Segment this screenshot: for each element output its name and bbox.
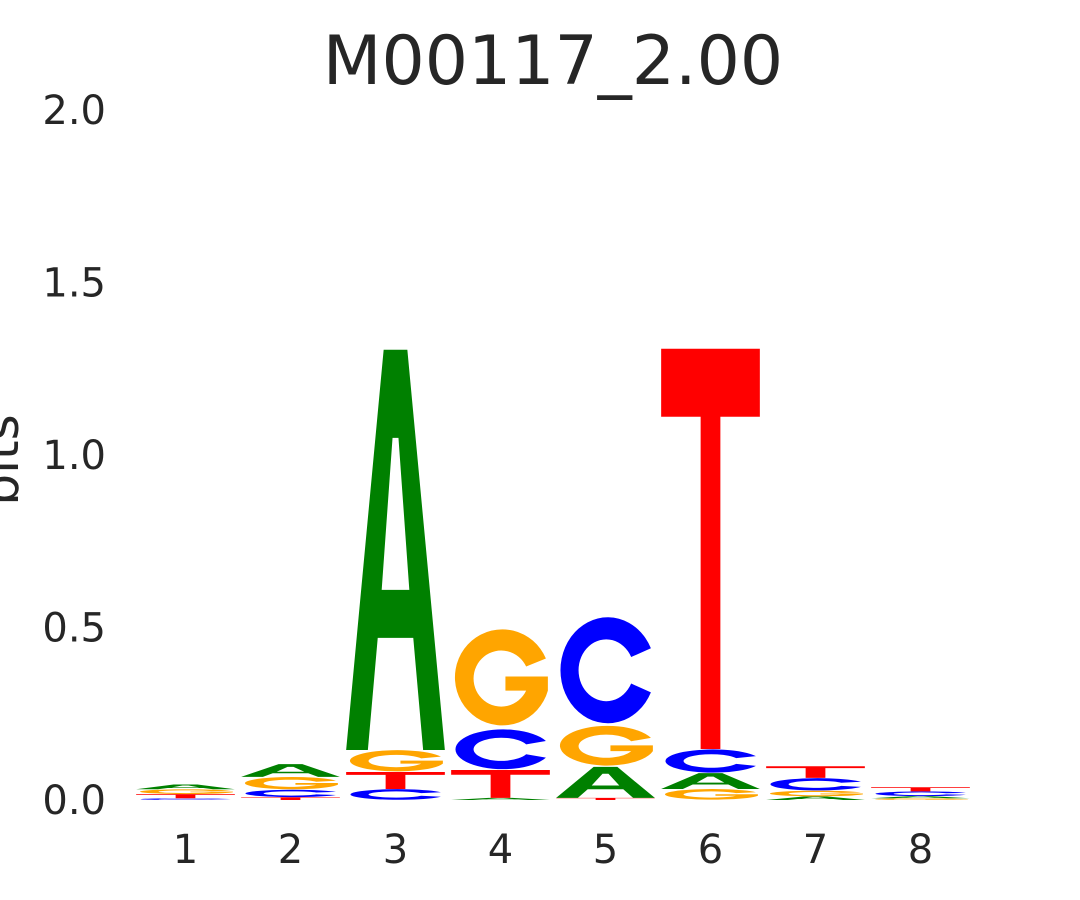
logo-letter-c bbox=[140, 798, 231, 800]
x-axis-ticks: 1 2 3 4 5 6 7 8 bbox=[173, 827, 933, 873]
logo-letter-t bbox=[871, 787, 970, 792]
logo-letter-a bbox=[661, 773, 760, 789]
x-tick-label: 3 bbox=[383, 827, 408, 873]
logo-letter-a bbox=[871, 796, 970, 799]
logo-letter-g bbox=[559, 725, 653, 766]
letter-stacks bbox=[136, 348, 970, 800]
logo-letter-a bbox=[451, 797, 550, 800]
y-tick-label: 1.5 bbox=[42, 261, 106, 307]
logo-letter-t bbox=[556, 797, 655, 800]
logo-letter-g bbox=[139, 789, 233, 794]
logo-letter-g bbox=[244, 776, 338, 790]
logo-letter-g bbox=[349, 750, 443, 772]
logo-letter-a bbox=[346, 349, 445, 750]
logo-letter-c bbox=[350, 789, 441, 800]
logo-letter-t bbox=[241, 797, 340, 800]
logo-letter-a bbox=[766, 796, 865, 800]
logo-letter-c bbox=[560, 617, 651, 724]
y-axis-ticks: 0.0 0.5 1.0 1.5 2.0 bbox=[42, 88, 106, 824]
logo-letter-g bbox=[769, 790, 863, 797]
chart-title: M00117_2.00 bbox=[323, 22, 783, 101]
x-tick-label: 8 bbox=[908, 827, 933, 873]
logo-letter-t bbox=[136, 794, 235, 799]
logo-letter-c bbox=[455, 729, 546, 770]
logo-letter-g bbox=[454, 629, 548, 726]
logo-letter-a bbox=[241, 764, 340, 777]
logo-letter-t bbox=[766, 766, 865, 778]
y-tick-label: 0.0 bbox=[42, 778, 106, 824]
logo-letter-t bbox=[346, 772, 445, 789]
logo-letter-g bbox=[664, 789, 758, 800]
logo-letter-t bbox=[451, 769, 550, 798]
logo-letter-a bbox=[136, 784, 235, 790]
y-tick-label: 1.0 bbox=[42, 433, 106, 479]
x-tick-label: 2 bbox=[278, 827, 303, 873]
logo-letter-c bbox=[770, 778, 861, 791]
y-tick-label: 0.5 bbox=[42, 606, 106, 652]
x-tick-label: 4 bbox=[488, 827, 513, 873]
logo-letter-c bbox=[875, 791, 966, 797]
y-axis-label: bits bbox=[0, 414, 30, 505]
logo-letter-c bbox=[245, 789, 336, 798]
x-tick-label: 7 bbox=[803, 827, 828, 873]
logo-letter-t bbox=[661, 348, 760, 749]
x-tick-label: 1 bbox=[173, 827, 198, 873]
x-tick-label: 5 bbox=[593, 827, 618, 873]
logo-letter-c bbox=[665, 749, 756, 773]
logo-letter-a bbox=[556, 766, 655, 798]
x-tick-label: 6 bbox=[698, 827, 723, 873]
y-tick-label: 2.0 bbox=[42, 88, 106, 134]
logo-letter-g bbox=[874, 798, 968, 800]
